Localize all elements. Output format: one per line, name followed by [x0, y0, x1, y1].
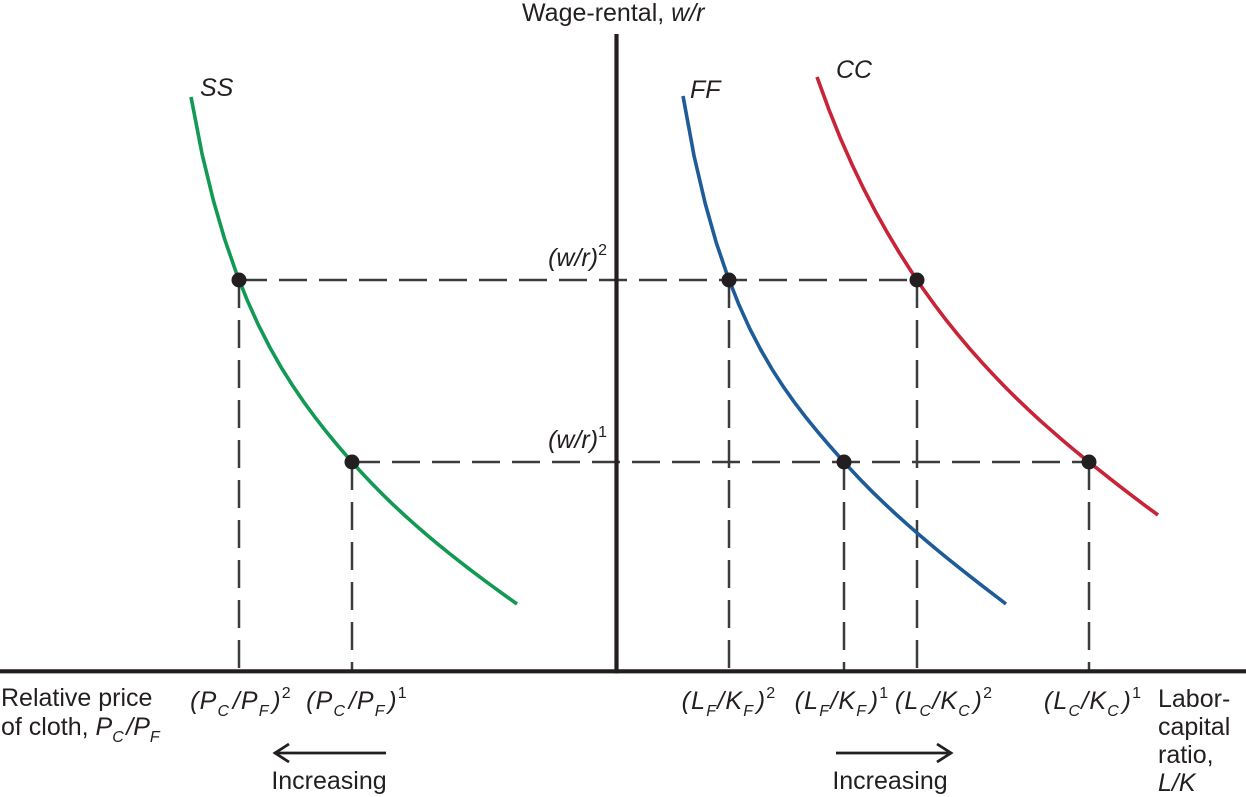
- svg-text:Increasing: Increasing: [271, 767, 386, 795]
- svg-text:capital: capital: [1158, 713, 1230, 741]
- svg-text:of cloth, PC/PF: of cloth, PC/PF: [1, 713, 161, 746]
- svg-text:(PC/PF)2: (PC/PF)2: [190, 685, 292, 720]
- svg-text:Relative price: Relative price: [1, 684, 152, 712]
- svg-text:Wage-rental, w/r: Wage-rental, w/r: [522, 0, 706, 27]
- svg-text:Labor-: Labor-: [1158, 685, 1230, 713]
- svg-text:(PC/PF)1: (PC/PF)1: [306, 685, 408, 720]
- svg-text:(w/r)2: (w/r)2: [548, 242, 607, 272]
- svg-text:FF: FF: [690, 76, 722, 104]
- svg-text:SS: SS: [200, 74, 234, 102]
- svg-text:(LF/KF)2: (LF/KF)2: [682, 685, 777, 720]
- svg-text:L/K: L/K: [1158, 769, 1197, 797]
- svg-text:Increasing: Increasing: [832, 767, 947, 795]
- svg-text:(LC/KC)2: (LC/KC)2: [895, 685, 993, 720]
- svg-text:(LF/KF)1: (LF/KF)1: [795, 685, 890, 720]
- svg-text:(LC/KC)1: (LC/KC)1: [1044, 685, 1142, 720]
- svg-text:(w/r)1: (w/r)1: [548, 424, 607, 454]
- svg-text:ratio,: ratio,: [1158, 741, 1214, 769]
- svg-text:CC: CC: [836, 56, 873, 84]
